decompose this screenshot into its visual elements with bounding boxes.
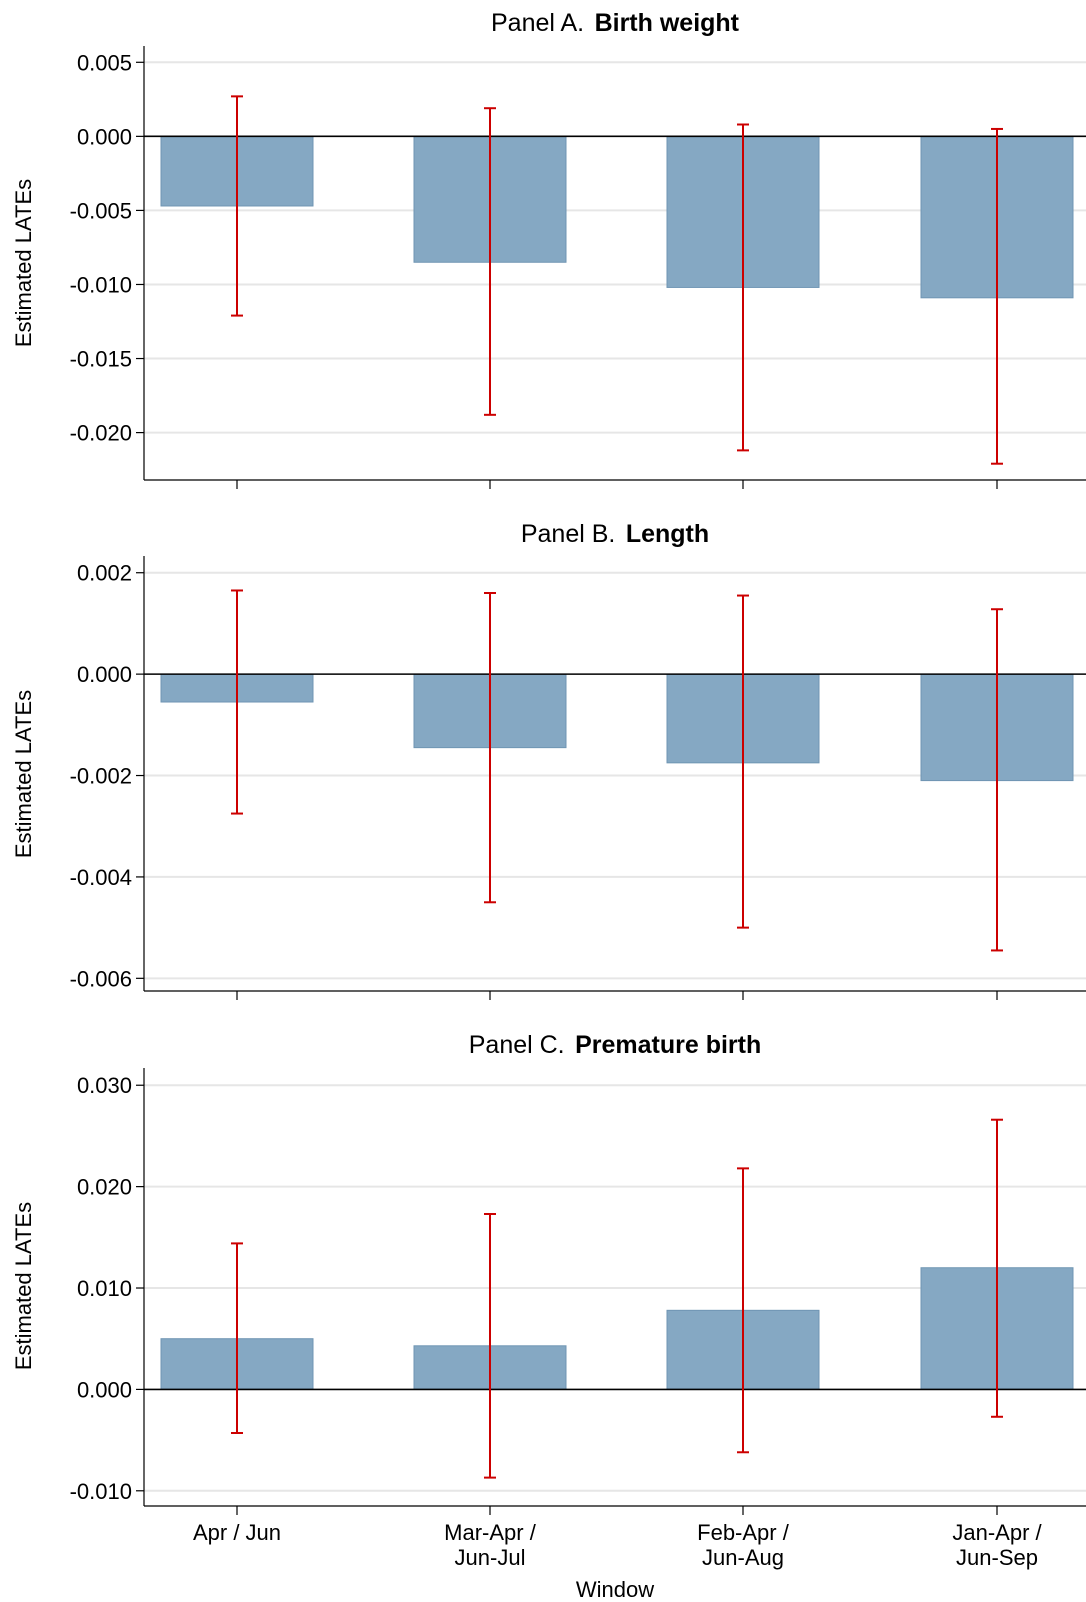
panel-b-title: Panel B. Length	[521, 520, 709, 548]
panel-b-title-prefix: Panel B.	[521, 520, 616, 548]
panel-c-title: Panel C. Premature birth	[469, 1031, 762, 1059]
panel-a-y-axis-label: Estimated LATEs	[11, 179, 36, 347]
panel-c-category-labels: Apr / Jun Mar-Apr / Jun-Jul Feb-Apr / Jun-Au…	[193, 1520, 1043, 1570]
panel-c-y-tick-label-4: -0.010	[70, 1479, 132, 1504]
panel-c-y-ticks: 0.030 0.020 0.010 0.000 -0.010	[70, 1068, 1086, 1507]
panel-c-y-axis-label: Estimated LATEs	[11, 1202, 36, 1370]
panel-c-y-tick-label-3: 0.000	[77, 1377, 132, 1402]
panel-b-title-bold: Length	[626, 520, 709, 548]
panel-c-y-tick-label-0: 0.030	[77, 1073, 132, 1098]
panel-b-error-bar-0	[231, 589, 243, 815]
category-label-0: Apr / Jun	[193, 1520, 281, 1545]
category-label-3-line-0: Jan-Apr /	[952, 1520, 1042, 1545]
panel-b-y-tick-label-0: 0.002	[77, 561, 132, 586]
panel-b-y-tick-label-2: -0.002	[70, 764, 132, 789]
panel-b-bars	[144, 589, 1086, 952]
category-label-3: Jan-Apr / Jun-Sep	[952, 1520, 1042, 1570]
category-label-2: Feb-Apr / Jun-Aug	[697, 1520, 790, 1570]
category-label-2-line-0: Feb-Apr /	[697, 1520, 790, 1545]
panel-c-error-bar-1	[484, 1213, 496, 1479]
panel-c-x-ticks	[236, 1506, 998, 1515]
panel-b-y-tick-label-4: -0.006	[70, 966, 132, 991]
category-label-0-line-0: Apr / Jun	[193, 1520, 281, 1545]
panel-c-bars	[144, 1118, 1086, 1479]
panel-a: Panel A. Birth weight Estimated LATEs 0.…	[11, 9, 1086, 489]
panel-a-error-bar-3	[991, 127, 1003, 465]
panel-c-y-tick-label-2: 0.010	[77, 1276, 132, 1301]
x-axis-label: Window	[576, 1577, 654, 1602]
category-label-1-line-1: Jun-Jul	[455, 1545, 526, 1570]
category-label-2-line-1: Jun-Aug	[702, 1545, 784, 1570]
panel-b-error-bar-1	[484, 592, 496, 904]
panel-a-y-tick-label-2: -0.005	[70, 198, 132, 223]
panel-b-y-tick-label-3: -0.004	[70, 865, 132, 890]
panel-b-error-bar-2	[737, 594, 749, 929]
panel-b-error-bar-3	[991, 608, 1003, 952]
panel-a-title: Panel A. Birth weight	[491, 9, 740, 37]
panel-a-error-bar-0	[231, 95, 243, 317]
panel-c-error-bar-3	[991, 1118, 1003, 1418]
panel-b-y-axis-label: Estimated LATEs	[11, 690, 36, 858]
panel-a-y-tick-label-3: -0.010	[70, 272, 132, 297]
panel-a-y-ticks: 0.005 0.000 -0.005 -0.010 -0.015 -0.020	[70, 46, 1086, 481]
category-label-3-line-1: Jun-Sep	[956, 1545, 1038, 1570]
panel-c-title-prefix: Panel C.	[469, 1031, 565, 1059]
panel-a-error-bar-2	[737, 123, 749, 452]
panel-a-title-bold: Birth weight	[595, 9, 740, 37]
panel-c-y-tick-label-1: 0.020	[77, 1175, 132, 1200]
panel-a-y-tick-label-1: 0.000	[77, 124, 132, 149]
panel-b-y-tick-label-1: 0.000	[77, 662, 132, 687]
panel-b-y-ticks: 0.002 0.000 -0.002 -0.004 -0.006	[70, 556, 1086, 992]
panel-a-bars	[144, 95, 1086, 465]
category-label-1-line-0: Mar-Apr /	[444, 1520, 537, 1545]
panel-c-error-bar-2	[737, 1167, 749, 1454]
panel-a-y-tick-label-4: -0.015	[70, 347, 132, 372]
panel-c: Panel C. Premature birth Estimated LATEs…	[11, 1031, 1086, 1602]
panel-a-y-tick-label-5: -0.020	[70, 421, 132, 446]
panel-a-title-prefix: Panel A.	[491, 9, 584, 37]
panel-b-x-ticks	[236, 991, 998, 1000]
panel-a-x-ticks	[236, 480, 998, 489]
panel-a-error-bar-1	[484, 107, 496, 416]
category-label-1: Mar-Apr / Jun-Jul	[444, 1520, 537, 1570]
panel-c-error-bar-0	[231, 1242, 243, 1434]
panel-c-title-bold: Premature birth	[575, 1031, 761, 1059]
panel-a-y-tick-label-0: 0.005	[77, 50, 132, 75]
panel-b: Panel B. Length Estimated LATEs 0.0020.0…	[11, 520, 1086, 1000]
